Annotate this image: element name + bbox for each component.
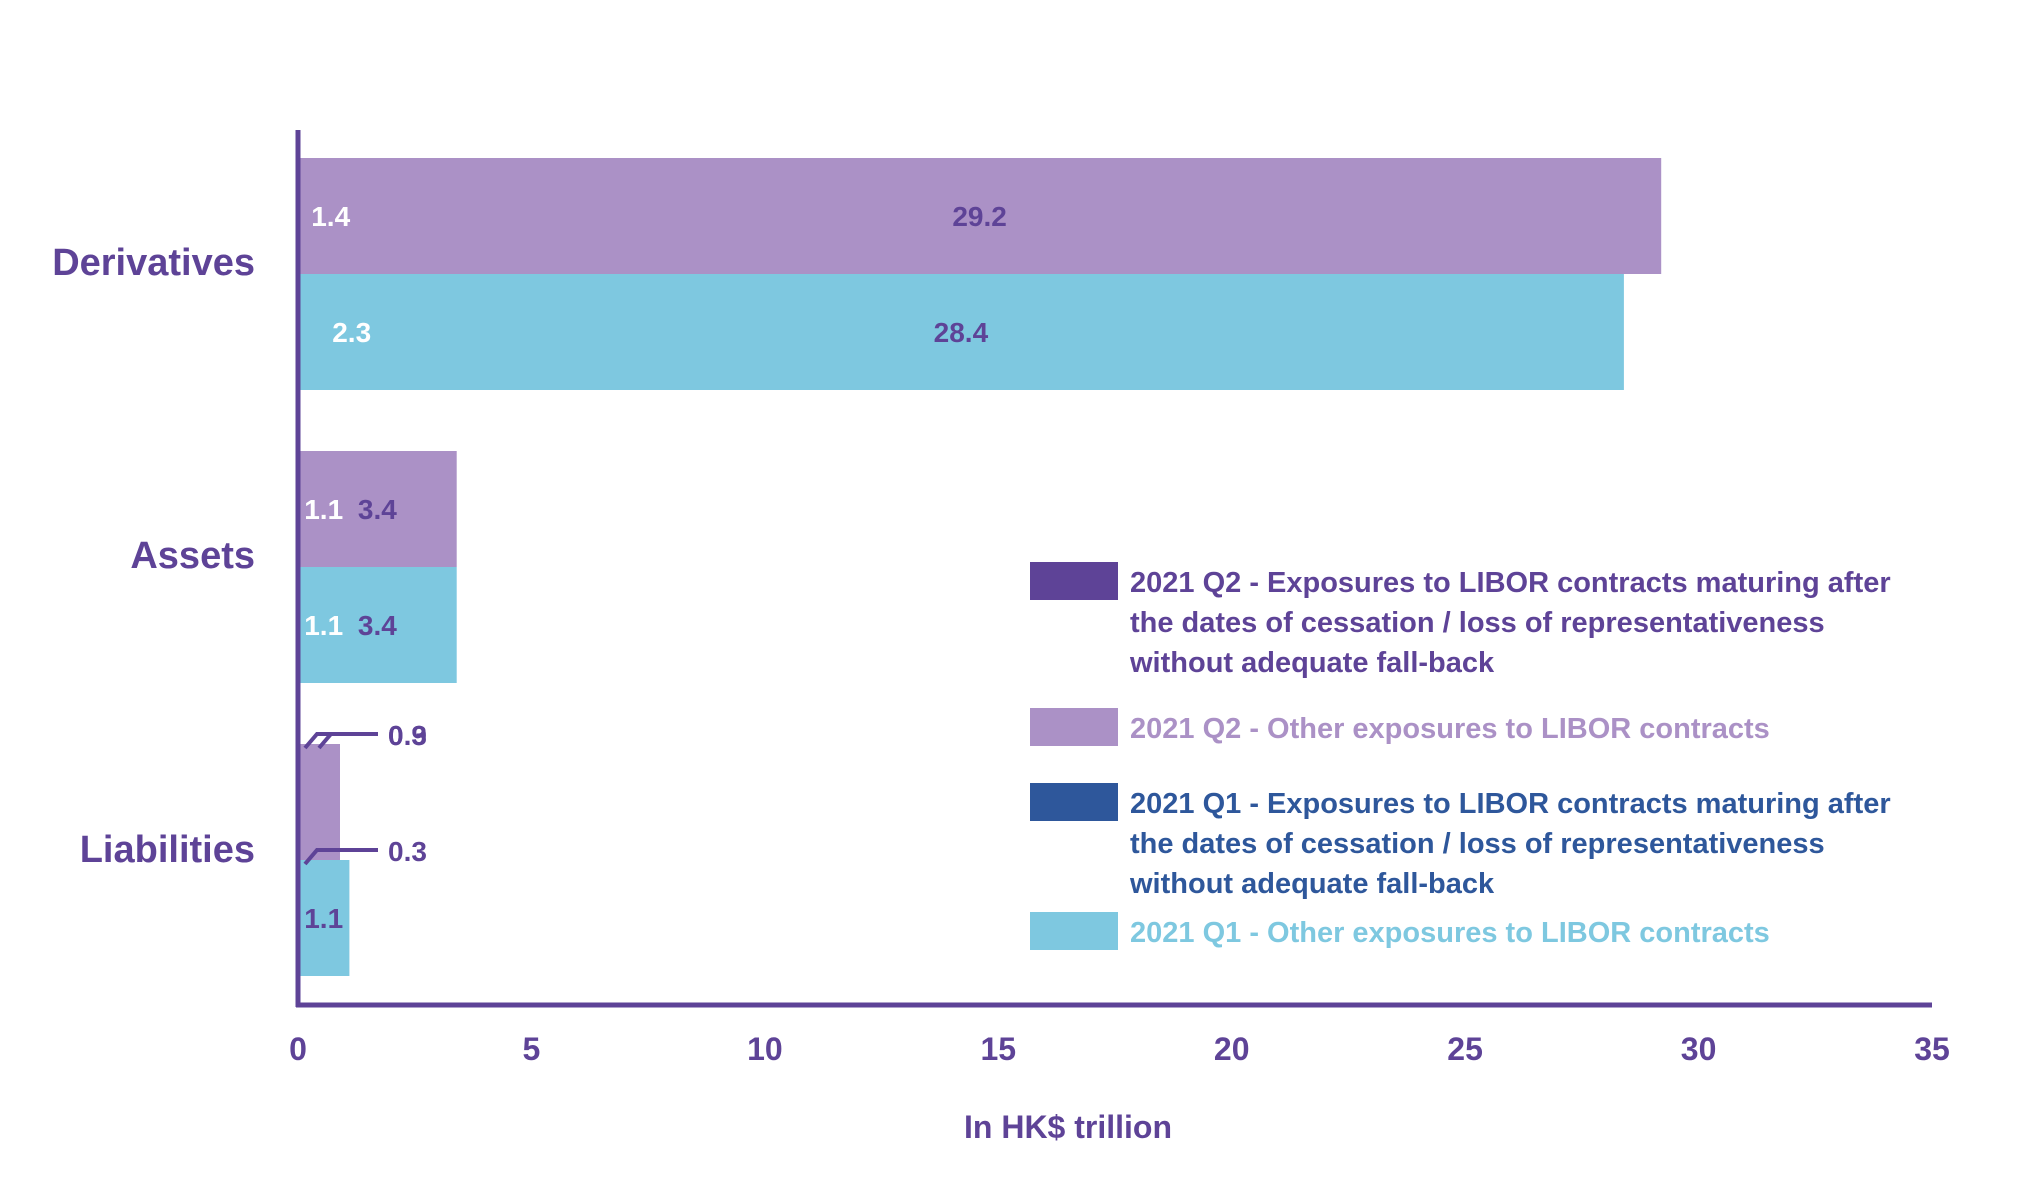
legend-text-1-line-1: 2021 Q2 - Exposures to LIBOR contracts m… — [1130, 567, 1891, 599]
bar-label-liabilities-2021-q1-no-fallback: 0.3 — [388, 836, 427, 867]
bar-label-derivatives-2021-q2-no-fallback: 1.4 — [311, 201, 350, 232]
bar-label-assets-2021-q1-no-fallback: 1.1 — [304, 610, 343, 641]
bar-label-liabilities-2021-q1-other: 1.1 — [304, 903, 343, 934]
legend-text-3-line-1: 2021 Q1 - Exposures to LIBOR contracts m… — [1130, 788, 1891, 820]
bar-derivatives-2021-q1-other — [298, 274, 1624, 390]
x-tick-35: 35 — [1914, 1031, 1950, 1067]
legend-text-2-line-1: 2021 Q2 - Other exposures to LIBOR contr… — [1130, 713, 1770, 745]
category-label-derivatives: Derivatives — [52, 242, 255, 284]
axes-layer — [295, 130, 1932, 1008]
legend-text-3-line-3: without adequate fall-back — [1129, 868, 1495, 900]
x-tick-5: 5 — [523, 1031, 541, 1067]
bar-labels-layer: 1.4 29.22.3 28.41.1 3.41.1 3.40.30.90.31.1 — [303, 201, 1007, 934]
bars-layer — [298, 158, 1662, 976]
bar-label-derivatives-2021-q1-other: 28.4 — [934, 317, 989, 348]
bar-liabilities-2021-q2-other — [298, 744, 340, 860]
legend-swatch-2 — [1030, 708, 1118, 746]
bar-label-liabilities-2021-q2-no-fallback: 0.3 — [388, 720, 427, 751]
bar-label-liabilities-2021-q2-no-fallback: 0.9 — [388, 720, 427, 751]
bar-derivatives-2021-q2-other — [298, 158, 1662, 274]
legend-swatch-3 — [1030, 783, 1118, 821]
bar-liabilities-2021-q1-other — [298, 860, 350, 976]
category-label-assets: Assets — [130, 535, 255, 577]
x-tick-labels: 0 5 10 15 20 25 30 35 — [289, 1031, 1950, 1067]
legend-swatch-4 — [1030, 912, 1118, 950]
bar-label-derivatives-2021-q2-other: 29.2 — [952, 201, 1007, 232]
bar-label-assets-2021-q2-no-fallback: 1.1 — [304, 494, 343, 525]
x-tick-20: 20 — [1214, 1031, 1250, 1067]
legend-text-1-line-2: the dates of cessation / loss of represe… — [1130, 607, 1825, 639]
x-tick-25: 25 — [1447, 1031, 1483, 1067]
bar-assets-2021-q2-other — [298, 451, 457, 567]
x-axis-title: In HK$ trillion — [964, 1109, 1172, 1145]
callout-line-liabilities-2021-q2 — [317, 732, 378, 750]
bar-assets-2021-q1-other — [298, 567, 457, 683]
x-tick-0: 0 — [289, 1031, 307, 1067]
category-label-liabilities: Liabilities — [80, 829, 255, 871]
x-tick-15: 15 — [981, 1031, 1017, 1067]
bar-label-assets-2021-q2-other: 3.4 — [358, 494, 397, 525]
bar-label-assets-2021-q1-other: 3.4 — [358, 610, 397, 641]
legend: 2021 Q2 - Exposures to LIBOR contracts m… — [1030, 562, 1891, 950]
legend-text-3-line-2: the dates of cessation / loss of represe… — [1130, 828, 1825, 860]
bar-label-derivatives-2021-q1-no-fallback: 2.3 — [332, 317, 371, 348]
category-labels: Derivatives Assets Liabilities — [52, 242, 255, 871]
legend-text-1-line-3: without adequate fall-back — [1129, 647, 1495, 679]
x-tick-30: 30 — [1681, 1031, 1717, 1067]
legend-text-4-line-1: 2021 Q1 - Other exposures to LIBOR contr… — [1130, 917, 1770, 949]
x-tick-10: 10 — [747, 1031, 783, 1067]
legend-swatch-1 — [1030, 562, 1118, 600]
callout-line-liabilities-2021-q1 — [303, 848, 378, 866]
